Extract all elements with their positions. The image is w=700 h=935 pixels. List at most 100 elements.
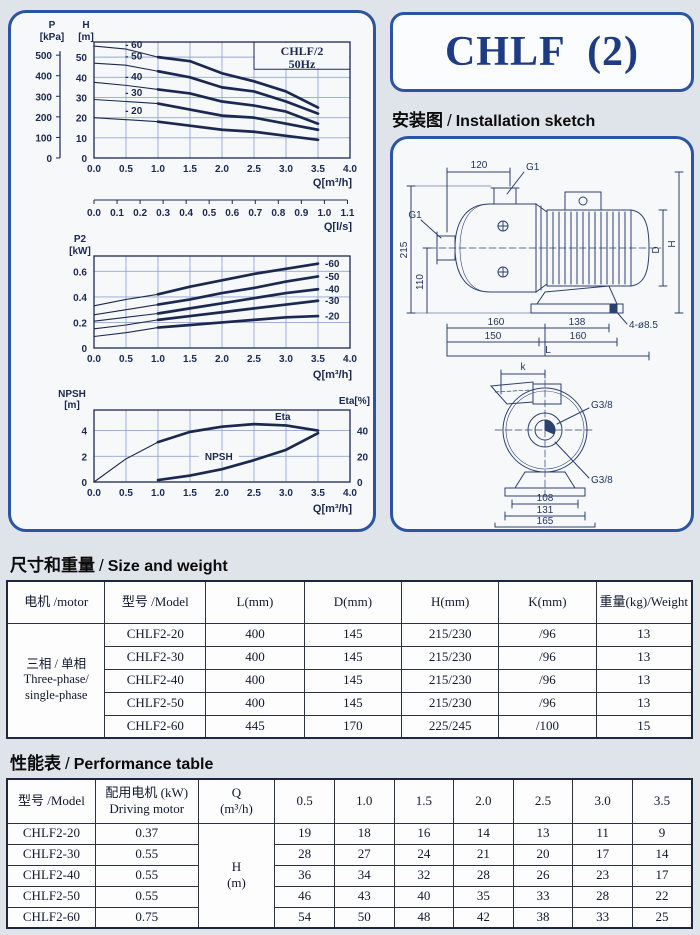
size-table-header-row: 电机 /motor 型号 /Model L(mm) D(mm) H(mm) K(… <box>6 580 693 624</box>
dim-height-total: 215 <box>399 241 410 258</box>
svg-text:0: 0 <box>81 344 87 355</box>
l-cell: 400 <box>205 668 305 693</box>
svg-text:0.0: 0.0 <box>87 354 101 365</box>
head-value: 18 <box>333 822 395 845</box>
svg-text:-40: -40 <box>325 285 340 296</box>
svg-text:Q[l/s]: Q[l/s] <box>324 221 352 232</box>
head-value: 36 <box>274 864 335 887</box>
size-row-chlf2-50: CHLF2-50 400 145 215/230 /96 13 <box>7 691 693 716</box>
model-cell: CHLF2-40 <box>6 864 96 887</box>
dim-foot-span: 138 <box>569 317 586 328</box>
svg-text:0.9: 0.9 <box>294 208 308 219</box>
svg-text:4.0: 4.0 <box>343 488 357 499</box>
svg-text:1.1: 1.1 <box>340 208 354 219</box>
head-value: 22 <box>631 885 693 908</box>
head-value: 42 <box>453 906 514 929</box>
head-value: 33 <box>512 885 574 908</box>
head-value: 27 <box>333 843 395 866</box>
motor-kw-cell: 0.37 <box>94 822 199 845</box>
svg-text:0.5: 0.5 <box>119 488 133 499</box>
driving-motor-zh: 配用电机 (kW) <box>105 785 189 800</box>
d-cell: 145 <box>303 622 403 647</box>
flow-col: 2.5 <box>512 778 574 824</box>
svg-text:1.5: 1.5 <box>183 164 197 175</box>
svg-text:0: 0 <box>81 478 87 489</box>
col-model: 型号 /Model <box>104 580 207 624</box>
svg-text:[m]: [m] <box>64 400 80 411</box>
dim-plug-bottom: G3/8 <box>591 475 613 486</box>
installation-heading: 安装图 / Installation sketch <box>392 106 595 131</box>
svg-text:500: 500 <box>35 51 52 62</box>
d-cell: 145 <box>303 691 403 716</box>
flow-col: 1.0 <box>333 778 395 824</box>
svg-text:40: 40 <box>357 427 369 438</box>
svg-text:2.0: 2.0 <box>215 354 229 365</box>
head-value: 54 <box>274 906 335 929</box>
l-cell: 400 <box>205 622 305 647</box>
svg-text:Q[m³/h]: Q[m³/h] <box>313 369 352 381</box>
svg-text:0.2: 0.2 <box>73 318 87 329</box>
perf-row-chlf2-60: CHLF2-60 0.75 54 50 48 42 38 33 25 <box>6 906 693 929</box>
flow-col: 3.0 <box>572 778 633 824</box>
svg-text:1.0: 1.0 <box>151 354 165 365</box>
dim-k: k <box>521 362 527 373</box>
svg-text:1.0: 1.0 <box>317 208 331 219</box>
head-value: 24 <box>393 843 455 866</box>
svg-text:3.0: 3.0 <box>279 164 293 175</box>
motor-type-en2: single-phase <box>24 688 88 703</box>
weight-cell: 13 <box>595 668 693 693</box>
heading-slash: / <box>99 556 104 575</box>
size-heading: 尺寸和重量 / Size and weight <box>10 551 228 576</box>
model-cell: CHLF2-50 <box>6 885 96 908</box>
dim-base-front: 150 <box>485 331 502 342</box>
model-cell: CHLF2-50 <box>104 691 207 716</box>
svg-text:3.5: 3.5 <box>311 164 325 175</box>
weight-cell: 13 <box>595 691 693 716</box>
q-label: Q <box>231 785 242 800</box>
d-cell: 145 <box>303 668 403 693</box>
dim-top-width: 120 <box>471 160 488 171</box>
dim-plug-top: G3/8 <box>591 400 613 411</box>
svg-text:1.0: 1.0 <box>151 488 165 499</box>
size-row-chlf2-40: CHLF2-40 400 145 215/230 /96 13 <box>7 668 693 693</box>
head-value: 28 <box>572 885 633 908</box>
svg-text:0.5: 0.5 <box>119 164 133 175</box>
head-value: 32 <box>393 864 455 887</box>
driving-motor-en: Driving motor <box>109 801 185 817</box>
svg-text:40: 40 <box>76 73 88 84</box>
col-driving-motor: 配用电机 (kW) Driving motor <box>94 778 199 824</box>
perf-row-chlf2-30: CHLF2-30 0.55 28 27 24 21 20 17 14 <box>6 843 693 866</box>
head-value: 34 <box>333 864 395 887</box>
h-label: H <box>231 859 242 874</box>
svg-text:0.0: 0.0 <box>87 164 101 175</box>
size-row-chlf2-20: 三相 / 单相 Three-phase/ single-phase CHLF2-… <box>6 622 693 739</box>
performance-heading-en: Performance table <box>73 756 214 773</box>
svg-text:0.1: 0.1 <box>110 208 124 219</box>
heading-slash: / <box>447 111 452 130</box>
svg-text:NPSH: NPSH <box>58 389 86 400</box>
performance-heading-zh: 性能表 <box>10 754 61 773</box>
size-weight-table: 电机 /motor 型号 /Model L(mm) D(mm) H(mm) K(… <box>6 580 693 739</box>
col-k: K(mm) <box>498 580 597 624</box>
col-d: D(mm) <box>303 580 403 624</box>
installation-heading-en: Installation sketch <box>455 113 596 130</box>
dim-motor-dia: D <box>651 246 662 253</box>
svg-text:0.5: 0.5 <box>202 208 216 219</box>
svg-text:- 20: - 20 <box>125 106 143 117</box>
svg-text:3.5: 3.5 <box>311 488 325 499</box>
svg-text:3.5: 3.5 <box>311 354 325 365</box>
size-heading-en: Size and weight <box>107 558 228 575</box>
svg-text:50Hz: 50Hz <box>289 57 316 71</box>
k-cell: /96 <box>498 622 597 647</box>
k-cell: /96 <box>498 668 597 693</box>
size-heading-zh: 尺寸和重量 <box>10 556 95 575</box>
head-value: 48 <box>393 906 455 929</box>
svg-text:2.5: 2.5 <box>247 354 261 365</box>
performance-table: 型号 /Model 配用电机 (kW) Driving motor Q (m³/… <box>6 778 693 929</box>
head-value: 43 <box>333 885 395 908</box>
head-value: 11 <box>572 822 633 845</box>
motor-kw-cell: 0.75 <box>94 906 199 929</box>
svg-text:0.6: 0.6 <box>225 208 239 219</box>
svg-text:4.0: 4.0 <box>343 354 357 365</box>
svg-text:0.7: 0.7 <box>248 208 262 219</box>
